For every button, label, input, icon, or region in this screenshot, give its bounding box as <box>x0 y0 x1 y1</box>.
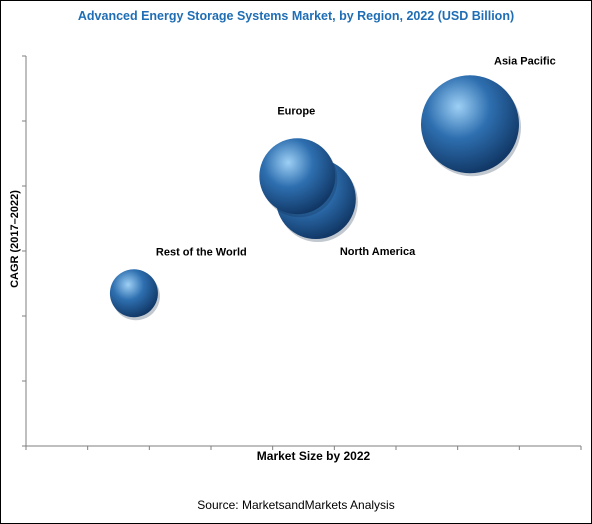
bubble-europe <box>259 138 336 215</box>
source-note: Source: MarketsandMarkets Analysis <box>197 498 395 512</box>
x-axis-label: Market Size by 2022 <box>257 449 371 463</box>
bubble-label-north-america: North America <box>340 246 416 258</box>
bubble-label-rest-of-the-world: Rest of the World <box>156 246 247 258</box>
bubble-label-europe: Europe <box>277 105 315 117</box>
chart-title: Advanced Energy Storage Systems Market, … <box>77 9 515 23</box>
bubble-label-asia-pacific: Asia Pacific <box>494 55 556 67</box>
bubble-series <box>109 75 521 321</box>
bubble-labels: Asia Pacific North America Europe Rest of t… <box>156 55 556 258</box>
bubble-rest-of-the-world <box>109 269 158 318</box>
bubble-asia-pacific <box>421 75 519 174</box>
x-axis-ticks <box>25 446 582 450</box>
y-axis-ticks <box>22 55 26 447</box>
y-axis-label: CAGR (2017–2022) <box>9 190 21 288</box>
